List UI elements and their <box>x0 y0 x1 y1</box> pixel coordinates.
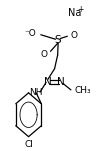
Text: S: S <box>55 35 61 45</box>
Text: Na: Na <box>68 8 81 18</box>
Text: O: O <box>40 50 47 59</box>
Text: ⁻O: ⁻O <box>24 29 36 39</box>
Text: NH: NH <box>29 88 43 97</box>
Text: O: O <box>70 31 77 40</box>
Text: CH₃: CH₃ <box>74 86 91 95</box>
Text: N: N <box>57 77 65 87</box>
Text: N: N <box>44 77 52 87</box>
Text: Cl: Cl <box>24 140 33 149</box>
Text: +: + <box>77 5 83 14</box>
